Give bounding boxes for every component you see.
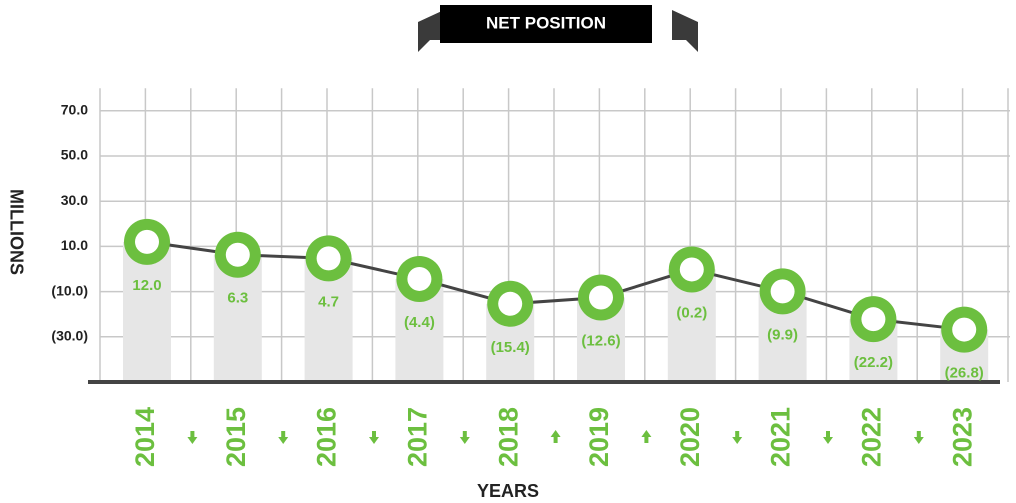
data-label: 4.7 [318, 293, 339, 310]
data-label: (9.9) [767, 326, 798, 343]
y-tick-label: 30.0 [61, 192, 88, 208]
trend-arrow [550, 430, 561, 443]
trend-arrow [278, 431, 289, 444]
x-axis-label: YEARS [477, 481, 539, 501]
x-tick-label: 2017 [403, 407, 433, 467]
trend-arrow [641, 430, 652, 443]
x-tick-label: 2020 [675, 407, 705, 467]
y-tick-label: (30.0) [51, 328, 88, 344]
data-label: (26.8) [945, 365, 984, 382]
x-tick-label: 2015 [221, 407, 251, 467]
title-banner [440, 5, 652, 43]
x-tick-label: 2018 [493, 407, 523, 467]
chart-title: NET POSITION [486, 13, 606, 32]
point-center [316, 246, 341, 271]
data-label: (4.4) [404, 314, 435, 331]
value-column [123, 241, 171, 382]
data-label: 12.0 [132, 277, 161, 294]
y-tick-label: (10.0) [51, 282, 88, 298]
trend-arrow [459, 431, 470, 444]
trend-arrow [369, 431, 379, 444]
point-center [407, 266, 432, 291]
point-center [861, 307, 886, 332]
trend-arrow [823, 431, 833, 444]
line [146, 240, 965, 332]
point-center [135, 229, 159, 254]
point-center [498, 291, 523, 316]
data-label: (22.2) [854, 354, 893, 371]
point-center [952, 317, 977, 342]
trend-arrow [187, 431, 198, 444]
x-tick-label: 2014 [130, 407, 160, 467]
trend-arrow [732, 431, 743, 444]
data-label: (0.2) [676, 304, 707, 321]
y-tick-label: 70.0 [61, 102, 88, 118]
ribbon-tail [672, 10, 698, 52]
x-tick-label: 2016 [312, 407, 342, 467]
y-tick-label: 50.0 [61, 147, 88, 163]
trend-arrow [913, 431, 924, 444]
y-tick-label: 10.0 [61, 237, 88, 253]
y-axis-label: MILLIONS [6, 189, 26, 275]
x-tick-label: 2019 [584, 407, 614, 467]
data-label: (12.6) [581, 332, 620, 349]
x-tick-label: 2023 [947, 407, 977, 467]
point-center [589, 285, 613, 310]
point-center [770, 279, 795, 304]
data-label: 6.3 [227, 290, 248, 307]
ribbon-tail [418, 10, 444, 52]
x-tick-label: 2021 [766, 407, 796, 467]
data-label: (15.4) [491, 339, 530, 356]
x-tick-label: 2022 [857, 407, 887, 467]
point-center [679, 257, 704, 282]
point-center [225, 242, 250, 267]
